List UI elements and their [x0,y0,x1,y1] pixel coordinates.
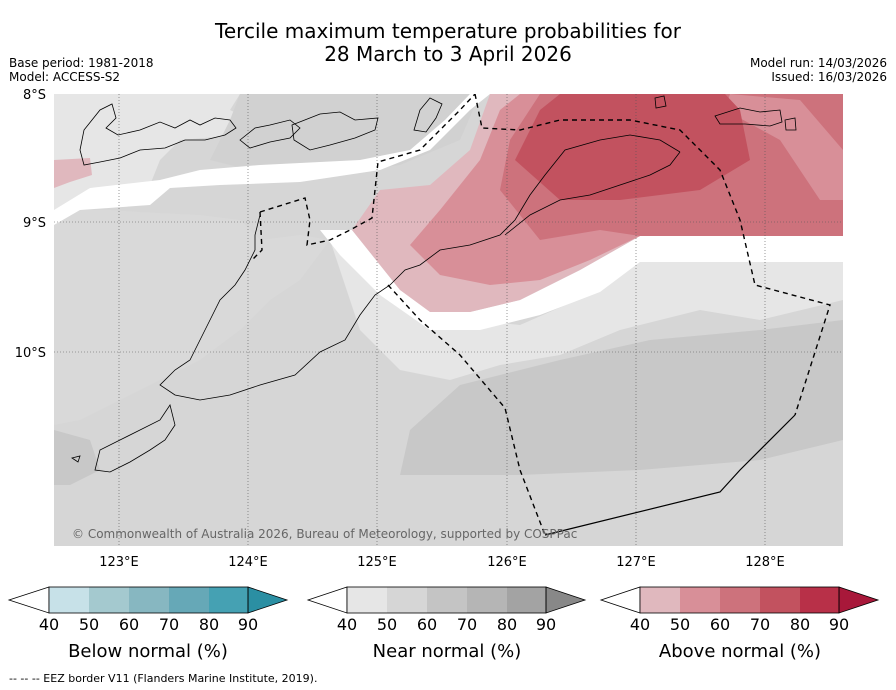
colorbar-below-tick-40: 40 [39,615,59,634]
colorbar-above-tick-50: 50 [670,615,690,634]
colorbar-below-arrow-left [7,586,50,614]
near-normal-region-west [54,210,330,425]
colorbar-near-tick-90: 90 [536,615,556,634]
colorbar-below-tick-90: 90 [238,615,258,634]
colorbar-above-label: Above normal (%) [659,641,821,662]
title-line-2: 28 March to 3 April 2026 [324,42,572,66]
lon-label-128e: 128°E [745,555,785,570]
island-babar-small-coast [784,117,797,131]
map-area: © Commonwealth of Australia 2026, Bureau… [54,94,843,546]
meta-right: Model run: 14/03/2026 Issued: 16/03/2026 [750,56,887,84]
colorbar-near-seg-4 [467,587,507,613]
lat-label-9s: 9°S [23,216,46,231]
eez-border-west [251,211,263,261]
colorbar-above-tick-40: 40 [630,615,650,634]
model-name: Model: ACCESS-S2 [9,70,121,84]
lon-label-124e: 124°E [228,555,268,570]
base-period: Base period: 1981-2018 [9,56,154,70]
near-normal-60-region-southeast [400,320,843,475]
near-normal-60-region-southwest [54,430,100,485]
model-run: Model run: 14/03/2026 [749,56,887,70]
near-normal-40-region-central [330,230,843,380]
colorbar-below-tick-70: 70 [159,615,179,634]
eez-border-east [474,94,831,416]
above-normal-region-west [54,158,92,188]
lon-label-126e: 126°E [487,555,527,570]
island-small-coast [413,97,443,133]
eez-border-southeast [544,414,796,536]
lon-label-123e: 123°E [99,555,139,570]
colorbar-below-seg-5 [209,587,248,613]
island-timor-north-coast [159,134,681,401]
eez-border-north [259,94,476,246]
colorbar-near-arrow-left [306,586,348,614]
colorbar-above-arrow-right [838,586,880,614]
coastlines [71,95,797,473]
colorbar-below-seg-3 [129,587,169,613]
colorbar-below-label: Below normal (%) [68,641,228,662]
low-probability-band-south [320,230,843,330]
island-babar-coast [714,107,783,127]
colorbar-near-tick-80: 80 [497,615,517,634]
colorbar-near-tick-70: 70 [457,615,477,634]
colorbar-above-seg-3 [720,587,760,613]
map-title: Tercile maximum temperature probabilitie… [0,20,896,66]
colorbar-below-seg-4 [169,587,209,613]
island-ndana-coast [71,455,81,463]
colorbar-near-seg-5 [507,587,546,613]
meta-left: Base period: 1981-2018 Model: ACCESS-S2 [9,56,154,84]
colorbar-near-tick-50: 50 [377,615,397,634]
colorbar-below-seg-2 [89,587,129,613]
colorbar-near-tick-40: 40 [337,615,357,634]
issued-date: Issued: 16/03/2026 [771,70,887,84]
colorbar-near-seg-2 [387,587,427,613]
lon-label-125e: 125°E [357,555,397,570]
colorbar-above-arrow-left [599,586,641,614]
map-copyright: © Commonwealth of Australia 2026, Bureau… [72,527,577,541]
island-alor-coast [239,119,301,149]
colorbar-above-seg-5 [800,587,839,613]
lat-label-8s: 8°S [23,88,46,103]
colorbar-above-tick-90: 90 [829,615,849,634]
island-timor-east-coast [504,151,681,236]
island-tiny-coast [654,95,667,109]
island-rote-coast [94,404,176,473]
island-flores-coast [79,103,237,166]
colorbar-below-tick-80: 80 [199,615,219,634]
eez-legend-footer: -- -- -- EEZ border V11 (Flanders Marine… [9,672,318,685]
colorbar-above-tick-60: 60 [710,615,730,634]
colorbar-above-seg-2 [680,587,720,613]
eez-border-south [387,284,546,536]
lon-label-127e: 127°E [616,555,656,570]
low-probability-band-north [54,94,490,225]
island-wetar-coast [291,111,379,151]
colorbar-above-tick-70: 70 [750,615,770,634]
colorbar-near-normal: 40 50 60 70 80 90 Near normal (%) [306,586,587,662]
colorbar-near-tick-60: 60 [417,615,437,634]
colorbar-near-label: Near normal (%) [373,641,522,662]
colorbar-near-seg-3 [427,587,467,613]
colorbar-below-arrow-right [247,586,289,614]
graticule [54,94,843,546]
colorbar-below-seg-1 [49,587,89,613]
colorbar-near-arrow-right [545,586,587,614]
colorbar-below-normal: 40 50 60 70 80 90 Below normal (%) [7,586,289,662]
colorbar-above-seg-1 [640,587,680,613]
lat-label-10s: 10°S [15,346,46,361]
colorbar-above-normal: 40 50 60 70 80 90 Above normal (%) [599,586,880,662]
near-normal-40-region-nw [54,94,250,210]
colorbar-above-seg-4 [760,587,800,613]
colorbar-below-tick-50: 50 [79,615,99,634]
colorbar-above-tick-80: 80 [790,615,810,634]
colorbar-below-tick-60: 60 [119,615,139,634]
colorbar-near-seg-1 [347,587,387,613]
title-line-1: Tercile maximum temperature probabilitie… [215,19,681,43]
eez-border [251,94,831,536]
